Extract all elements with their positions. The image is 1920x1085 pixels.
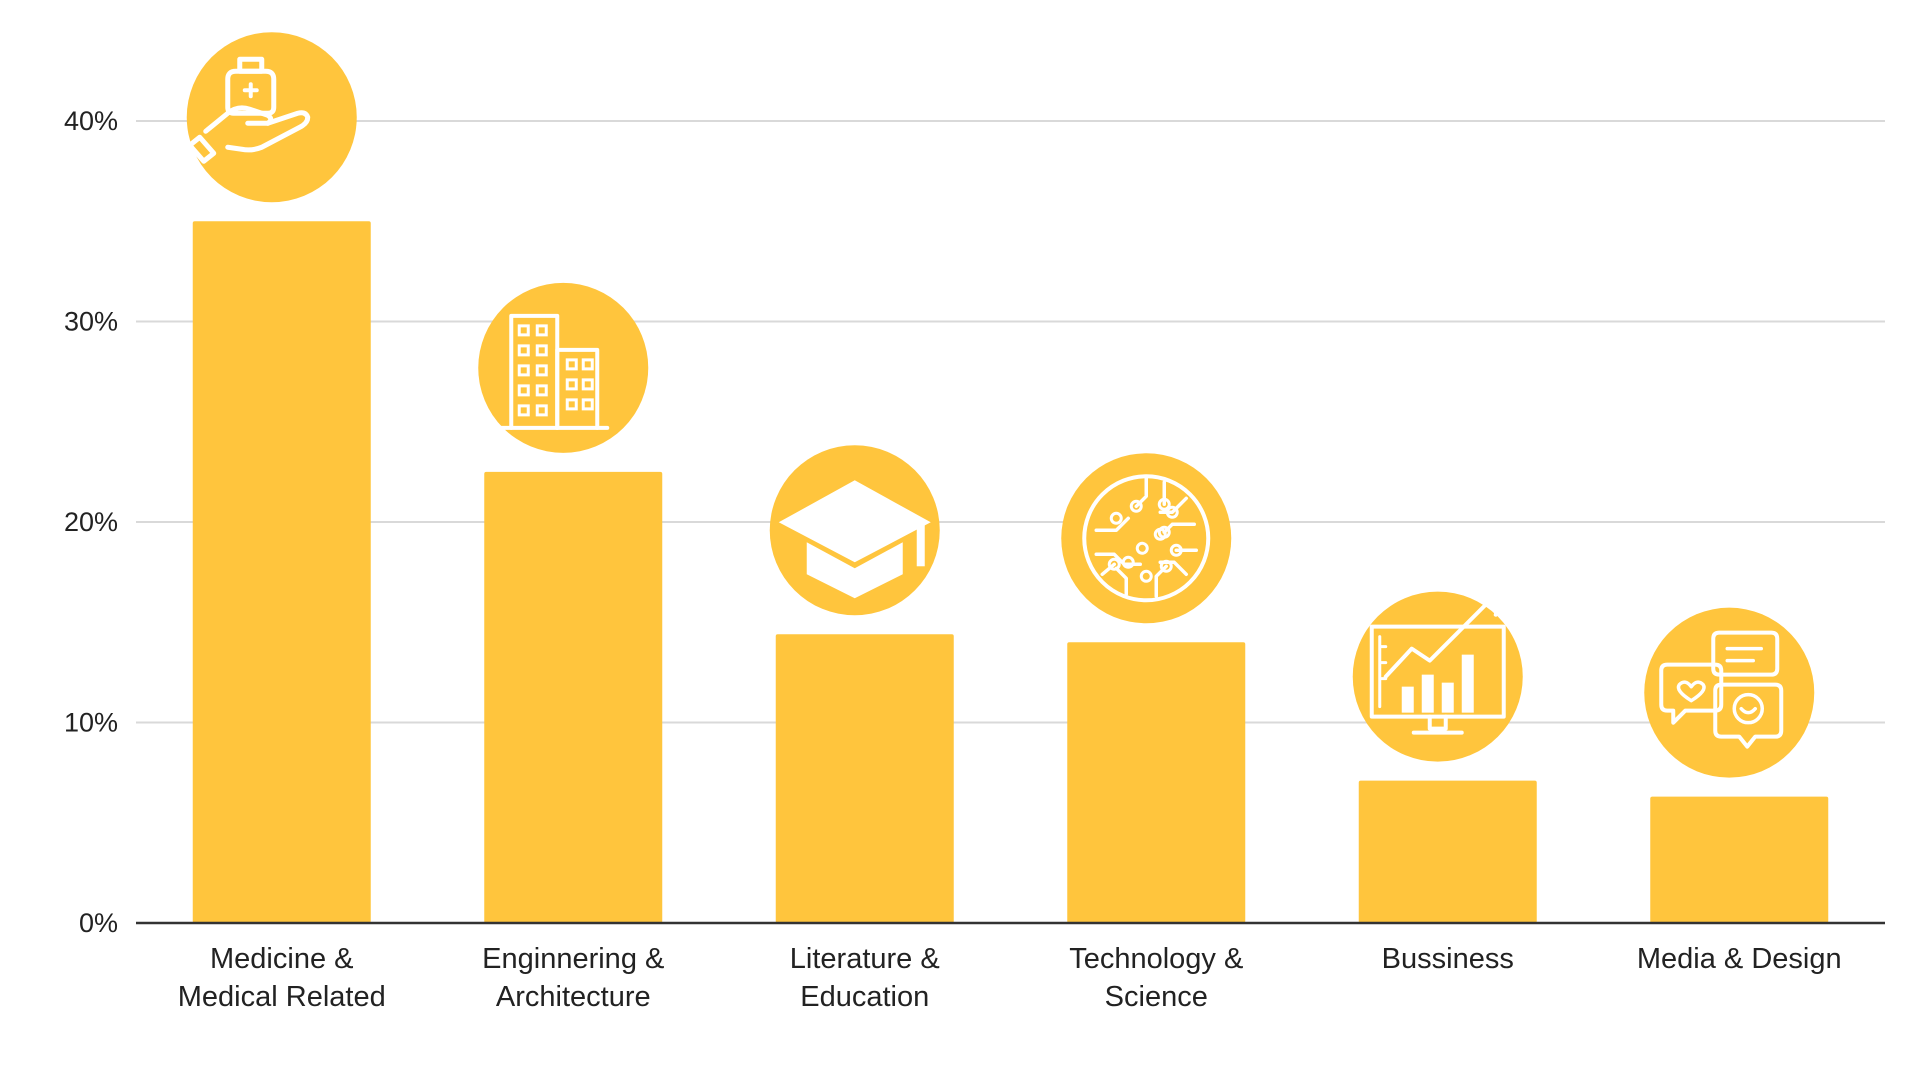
- bar: [775, 634, 954, 923]
- category-icons: [186, 32, 1815, 778]
- monitor-growth-chart-icon: [1352, 591, 1523, 762]
- graduation-cap-icon: [769, 445, 940, 616]
- x-tick-label: Bussiness: [1382, 943, 1514, 975]
- x-tick-label: Literature &: [790, 943, 940, 975]
- bars: [192, 221, 1829, 923]
- labels: 0% 10% 20% 30% 40% Medicine & Medical Related E…: [64, 106, 1842, 1013]
- x-tick-label: Education: [800, 981, 929, 1013]
- x-tick-label: Media & Design: [1637, 943, 1842, 975]
- office-buildings-icon: [478, 282, 649, 453]
- y-tick-label: 40%: [64, 106, 118, 136]
- y-tick-label: 10%: [64, 708, 118, 738]
- x-tick-label: Medicine &: [210, 943, 353, 975]
- y-tick-label: 30%: [64, 307, 118, 337]
- x-tick-label: Medical Related: [178, 981, 386, 1013]
- y-tick-label: 0%: [79, 908, 118, 938]
- chat-feedback-icon: [1644, 607, 1815, 778]
- x-tick-label: Science: [1105, 981, 1208, 1013]
- y-tick-label: 20%: [64, 507, 118, 537]
- bar: [1650, 796, 1829, 923]
- bar: [484, 471, 663, 923]
- bar: [192, 221, 371, 923]
- x-tick-label: Technology &: [1069, 943, 1243, 975]
- circuit-chip-icon: [1061, 453, 1232, 624]
- x-tick-label: Enginnering &: [482, 943, 664, 975]
- bar: [1358, 780, 1537, 923]
- gridlines: [136, 120, 1885, 724]
- hand-holding-medicine-icon: [186, 32, 357, 203]
- bar: [1067, 642, 1246, 923]
- x-tick-label: Architecture: [496, 981, 651, 1013]
